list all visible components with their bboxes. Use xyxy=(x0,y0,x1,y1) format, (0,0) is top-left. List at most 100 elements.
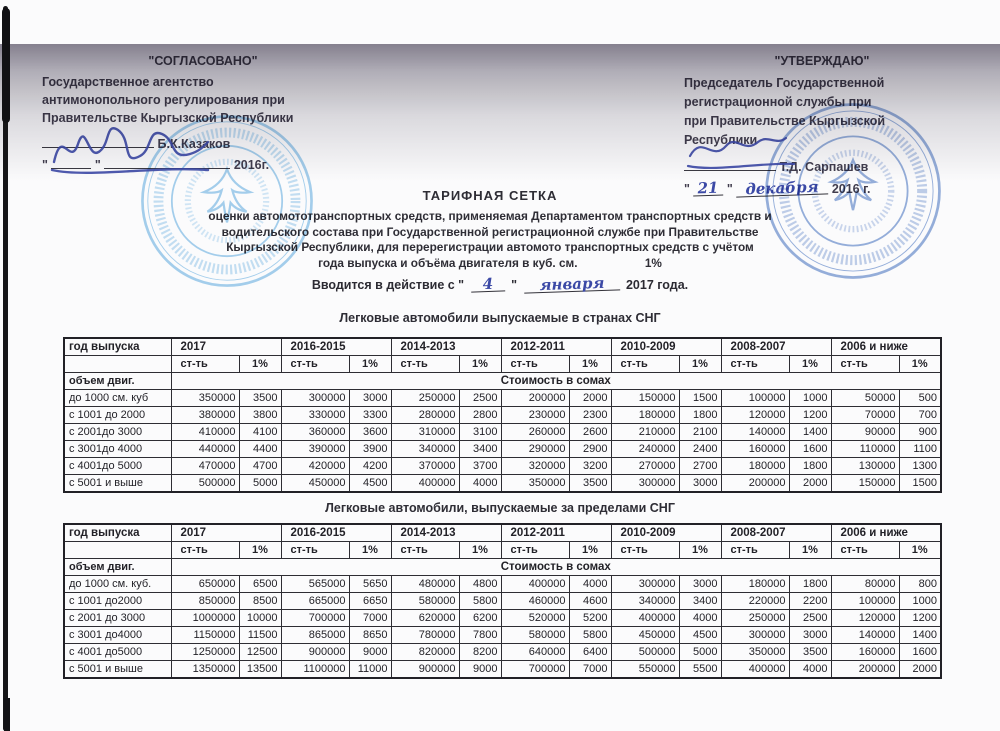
table-subtitle-non-cis: Легковые автомобили, выпускаемые за пред… xyxy=(325,501,675,515)
engine-volume-range: с 5001 и выше xyxy=(63,474,172,493)
engine-volume-range: с 1001 до2000 xyxy=(63,592,172,610)
scan-edge-blob-bottom xyxy=(4,698,10,731)
cell-value: 1500 xyxy=(898,474,942,493)
table-row: до 1000 см. куб. 650000 6500 565000 5650 4800… xyxy=(63,575,942,593)
cell-value: 150000 xyxy=(610,389,680,407)
one-percent-note: 1% xyxy=(644,255,662,270)
cell-value: 120000 xyxy=(830,609,900,627)
cell-value: 520000 xyxy=(500,609,570,627)
cell-value: 3000 xyxy=(788,626,832,644)
cost-subheader: ст-ть xyxy=(390,355,460,373)
tariff-table-non-cis: год выпуска 2017 2016-2015 2014-2013 2012-20… xyxy=(63,523,942,679)
cell-value: 4800 xyxy=(458,575,502,593)
cell-value: 250000 xyxy=(720,609,790,627)
cell-value: 480000 xyxy=(390,575,460,593)
cell-value: 300000 xyxy=(610,575,680,593)
year-group-header: 2008-2007 xyxy=(720,523,832,542)
cell-value: 140000 xyxy=(830,626,900,644)
cell-value: 3400 xyxy=(678,592,722,610)
cell-value: 280000 xyxy=(390,406,460,424)
cell-value: 5200 xyxy=(568,609,612,627)
cell-value: 5500 xyxy=(678,660,722,679)
cell-value: 3000 xyxy=(678,474,722,493)
cell-value: 2500 xyxy=(788,609,832,627)
cell-value: 1300 xyxy=(898,457,942,475)
cell-value: 350000 xyxy=(500,474,570,493)
percent-subheader: 1% xyxy=(898,541,942,559)
cell-value: 3600 xyxy=(348,423,392,441)
cost-subheader: ст-ть xyxy=(390,541,460,559)
engine-volume-range: с 4001до 5000 xyxy=(63,457,172,475)
cell-value: 1200 xyxy=(898,609,942,627)
cell-value: 3700 xyxy=(458,457,502,475)
quote-mark: " xyxy=(42,158,48,172)
subheader-row: ст-ть 1% ст-ть 1% ст-ть 1% ст-ть 1% ст-ть 1% ст-ть… xyxy=(63,355,942,373)
cost-subheader: ст-ть xyxy=(280,541,350,559)
cell-value: 290000 xyxy=(500,440,570,458)
cell-value: 1400 xyxy=(898,626,942,644)
title-line: оценки автомототранспортных средств, при… xyxy=(208,209,772,223)
cell-value: 300000 xyxy=(610,474,680,493)
approval-line: Республики xyxy=(684,133,758,147)
cell-value: 3900 xyxy=(348,440,392,458)
cell-value: 1500 xyxy=(678,389,722,407)
title-line: года выпуска и объёма двигателя в куб. с… xyxy=(120,256,860,272)
cell-value: 2700 xyxy=(678,457,722,475)
cell-value: 865000 xyxy=(280,626,350,644)
table-subtitle-cis: Легковые автомобили выпускаемые в страна… xyxy=(339,311,661,325)
cell-value: 270000 xyxy=(610,457,680,475)
cell-value: 340000 xyxy=(390,440,460,458)
engine-volume-range: с 1001 до 2000 xyxy=(63,406,172,424)
cost-subheader: ст-ть xyxy=(720,355,790,373)
cell-value: 360000 xyxy=(280,423,350,441)
cell-value: 1600 xyxy=(788,440,832,458)
cell-value: 350000 xyxy=(170,389,240,407)
cost-subheader: ст-ть xyxy=(830,355,900,373)
percent-subheader: 1% xyxy=(788,355,832,373)
date-month-line xyxy=(104,156,231,169)
cell-value: 700000 xyxy=(500,660,570,679)
engine-volume-range: с 2001до 3000 xyxy=(63,423,172,441)
cell-value: 4400 xyxy=(238,440,282,458)
cell-value: 260000 xyxy=(500,423,570,441)
agreement-line: Правительстве Кыргызской Республики xyxy=(42,111,294,125)
cell-value: 580000 xyxy=(390,592,460,610)
handwritten-effective-month: января xyxy=(523,274,620,294)
cell-value: 2000 xyxy=(898,660,942,679)
cell-value: 2500 xyxy=(458,389,502,407)
cell-value: 470000 xyxy=(170,457,240,475)
cost-in-soms-label: Стоимость в сомах xyxy=(170,372,942,390)
percent-subheader: 1% xyxy=(568,355,612,373)
table-row: с 4001до 5000 470000 4700 420000 4200 370000 3… xyxy=(63,457,942,475)
cell-value: 4000 xyxy=(678,609,722,627)
quote-mark: " xyxy=(94,158,101,172)
cell-value: 7000 xyxy=(568,660,612,679)
units-row: объем двиг. Стоимость в сомах xyxy=(63,372,942,390)
agreement-title: "СОГЛАСОВАНО" xyxy=(148,54,258,68)
table-row: с 5001 и выше 1350000 13500 1100000 11000 900… xyxy=(63,660,942,679)
cell-value: 450000 xyxy=(610,626,680,644)
cell-value: 4500 xyxy=(678,626,722,644)
year-group-header: 2006 и ниже xyxy=(830,337,942,356)
cell-value: 180000 xyxy=(720,457,790,475)
cell-value: 3400 xyxy=(458,440,502,458)
cell-value: 565000 xyxy=(280,575,350,593)
percent-subheader: 1% xyxy=(458,355,502,373)
cell-value: 8650 xyxy=(348,626,392,644)
engine-volume-range: с 2001 до 3000 xyxy=(63,609,172,627)
cell-value: 3500 xyxy=(788,643,832,661)
cell-value: 550000 xyxy=(610,660,680,679)
table-row: с 1001 до 2000 380000 3800 330000 3300 280000… xyxy=(63,406,942,424)
cell-value: 700000 xyxy=(280,609,350,627)
cell-value: 1000 xyxy=(898,592,942,610)
engine-volume-header: объем двиг. xyxy=(63,558,172,576)
cell-value: 390000 xyxy=(280,440,350,458)
table-row: с 2001до 3000 410000 4100 360000 3600 310000 3… xyxy=(63,423,942,441)
cell-value: 2100 xyxy=(678,423,722,441)
year-group-header: 2010-2009 xyxy=(610,523,722,542)
cell-value: 4600 xyxy=(568,592,612,610)
cell-value: 300000 xyxy=(280,389,350,407)
cell-value: 500000 xyxy=(610,643,680,661)
cell-value: 140000 xyxy=(720,423,790,441)
document-title-block: ТАРИФНАЯ СЕТКА оценки автомототранспортн… xyxy=(120,188,860,271)
